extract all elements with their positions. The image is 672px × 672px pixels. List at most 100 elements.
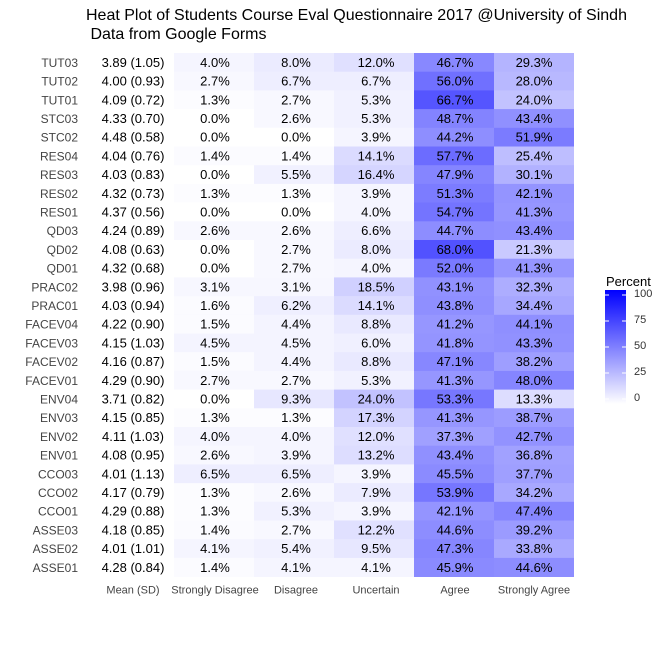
row-label: FACEV01 [25, 374, 78, 388]
cell-value-label: 32.3% [516, 279, 553, 294]
cell-value-label: 41.3% [437, 410, 474, 425]
cell-value-label: 41.3% [516, 261, 553, 276]
heatmap-cell [414, 408, 494, 428]
heatmap-cell [174, 258, 254, 278]
heatmap-cell [334, 389, 414, 409]
cell-value-label: 42.1% [516, 186, 553, 201]
cell-value-label: 1.5% [200, 354, 230, 369]
heatmap-cell [494, 109, 574, 129]
cell-value-label: 2.7% [200, 373, 230, 388]
cell-value-label: 1.6% [200, 298, 230, 313]
heatmap-cell [254, 127, 334, 147]
heatmap-cell [334, 557, 414, 577]
heatmap-cell [494, 501, 574, 521]
heatmap-cell [254, 183, 334, 203]
cell-value-label: 12.2% [358, 522, 395, 537]
heatmap-cell [414, 240, 494, 260]
mean-sd-value: 4.15 (0.85) [102, 410, 165, 425]
chart-title: Heat Plot of Students Course Eval Questi… [86, 7, 627, 43]
cell-value-label: 43.4% [516, 111, 553, 126]
heatmap-cell [494, 165, 574, 185]
cell-value-label: 4.4% [281, 354, 311, 369]
heatmap-cell [494, 183, 574, 203]
cell-value-label: 8.0% [361, 242, 391, 257]
cell-value-label: 45.5% [437, 466, 474, 481]
heatmap-cell [174, 53, 254, 73]
cell-value-label: 0.0% [200, 167, 230, 182]
heatmap-cell [494, 445, 574, 465]
cell-value-label: 5.3% [361, 92, 391, 107]
cell-value-label: 5.3% [361, 111, 391, 126]
cell-value-label: 5.4% [281, 541, 311, 556]
cell-value-label: 54.7% [437, 204, 474, 219]
cell-value-label: 33.8% [516, 541, 553, 556]
heatmap-cell [254, 202, 334, 222]
cell-value-label: 3.1% [200, 279, 230, 294]
column-label: Disagree [274, 585, 318, 597]
cell-value-label: 3.9% [361, 466, 391, 481]
row-label: STC02 [41, 131, 79, 145]
cell-value-label: 21.3% [516, 242, 553, 257]
heatmap-cell [414, 90, 494, 110]
row-label: STC03 [41, 112, 79, 126]
cell-value-label: 24.0% [358, 391, 395, 406]
mean-sd-value: 4.16 (0.87) [102, 354, 165, 369]
cell-value-label: 3.1% [281, 279, 311, 294]
cell-value-label: 6.5% [200, 466, 230, 481]
heatmap-cell [494, 258, 574, 278]
cell-value-label: 1.3% [200, 186, 230, 201]
cell-value-label: 8.0% [281, 55, 311, 70]
cell-value-label: 47.4% [516, 504, 553, 519]
heatmap-cell [174, 71, 254, 91]
heatmap-cell [334, 520, 414, 540]
heatmap-cell [254, 557, 334, 577]
legend-colorbar [605, 290, 626, 404]
heatmap-cell [494, 333, 574, 353]
heatmap-cell [334, 109, 414, 129]
heatmap-cell [494, 370, 574, 390]
row-label: RES03 [40, 168, 78, 182]
cell-value-label: 8.8% [361, 354, 391, 369]
mean-sd-value: 4.22 (0.90) [102, 317, 165, 332]
cell-value-label: 30.1% [516, 167, 553, 182]
mean-sd-value: 4.09 (0.72) [102, 92, 165, 107]
cell-value-label: 43.4% [516, 223, 553, 238]
cell-value-label: 36.8% [516, 448, 553, 463]
heatmap-cell [334, 408, 414, 428]
mean-sd-value: 4.29 (0.88) [102, 504, 165, 519]
cell-value-label: 1.3% [200, 92, 230, 107]
heatmap-cell [254, 240, 334, 260]
cell-value-label: 2.6% [281, 111, 311, 126]
heatmap-cell [414, 53, 494, 73]
row-label: FACEV04 [25, 318, 78, 332]
cell-value-label: 42.1% [437, 504, 474, 519]
cell-value-label: 4.1% [281, 560, 311, 575]
heatmap-cell [334, 71, 414, 91]
heatmap-cell [334, 165, 414, 185]
heatmap-cell [254, 333, 334, 353]
cell-value-label: 4.0% [281, 429, 311, 444]
row-label: FACEV02 [25, 355, 78, 369]
cell-value-label: 16.4% [358, 167, 395, 182]
cell-value-label: 2.6% [200, 448, 230, 463]
cell-value-label: 41.3% [516, 204, 553, 219]
cell-value-label: 44.6% [516, 560, 553, 575]
cell-value-label: 12.0% [358, 429, 395, 444]
heatmap-cell [334, 501, 414, 521]
heatmap-cell [254, 352, 334, 372]
cell-value-label: 2.7% [281, 522, 311, 537]
heatmap-cell [174, 127, 254, 147]
heatmap-cell [334, 202, 414, 222]
heatmap-cell [334, 314, 414, 334]
cell-value-label: 34.2% [516, 485, 553, 500]
heatmap-cell [174, 109, 254, 129]
heatmap-cell [254, 389, 334, 409]
heatmap-cell [494, 221, 574, 241]
cell-value-label: 1.5% [200, 317, 230, 332]
cell-value-label: 45.9% [437, 560, 474, 575]
cell-value-label: 13.3% [516, 391, 553, 406]
heatmap-cell [334, 277, 414, 297]
cell-value-label: 47.9% [437, 167, 474, 182]
heatmap-cell [174, 427, 254, 447]
cell-value-label: 39.2% [516, 522, 553, 537]
